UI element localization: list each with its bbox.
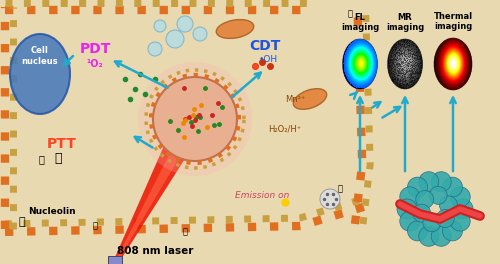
Text: H₂O₂/H⁺: H₂O₂/H⁺ [268,125,302,134]
Circle shape [408,177,428,197]
Ellipse shape [294,89,326,109]
Text: 🔥: 🔥 [348,10,352,18]
Text: FL
imaging: FL imaging [341,13,379,32]
Text: 🔥: 🔥 [54,153,62,166]
Circle shape [177,16,193,32]
Circle shape [400,187,420,207]
Circle shape [431,172,451,192]
Text: 🔥: 🔥 [182,228,188,237]
Circle shape [193,27,207,41]
Circle shape [436,210,454,228]
Circle shape [154,20,166,32]
Circle shape [138,62,252,176]
Text: •OH: •OH [258,54,278,64]
Circle shape [166,30,184,48]
Polygon shape [114,111,207,264]
Text: 🌡️: 🌡️ [39,154,45,164]
Circle shape [408,221,428,241]
Text: Mn²⁺: Mn²⁺ [285,95,305,103]
Text: CDT: CDT [250,39,280,53]
Text: MR
imaging: MR imaging [386,13,424,32]
Circle shape [450,187,470,207]
Circle shape [416,191,434,209]
Circle shape [419,226,439,246]
Circle shape [400,211,420,231]
Ellipse shape [10,34,70,114]
Text: Emission on: Emission on [235,191,289,200]
Text: 🔥: 🔥 [92,221,98,230]
Circle shape [431,226,451,246]
Text: Cell
nucleus: Cell nucleus [22,46,59,66]
Bar [108,256,122,264]
Text: PTT: PTT [47,137,77,151]
Circle shape [148,42,162,56]
Polygon shape [5,4,355,229]
Circle shape [450,211,470,231]
Ellipse shape [216,20,254,39]
Circle shape [153,77,237,161]
Circle shape [429,186,447,204]
Circle shape [442,221,462,241]
Text: 🔥: 🔥 [338,185,342,194]
Polygon shape [112,99,223,264]
Ellipse shape [388,39,422,89]
Text: Thermal
imaging: Thermal imaging [434,12,472,31]
Circle shape [412,204,430,222]
Circle shape [397,199,417,219]
Circle shape [442,177,462,197]
Text: 🔥: 🔥 [18,217,26,227]
Text: 808 nm laser: 808 nm laser [117,246,193,256]
Text: ¹O₂: ¹O₂ [86,59,104,69]
Circle shape [440,196,458,214]
Ellipse shape [342,39,378,89]
Circle shape [320,189,340,209]
Text: Nucleolin: Nucleolin [28,208,76,216]
Ellipse shape [434,38,472,90]
Circle shape [453,199,473,219]
Circle shape [423,214,441,232]
Circle shape [419,172,439,192]
Text: PDT: PDT [80,42,110,56]
